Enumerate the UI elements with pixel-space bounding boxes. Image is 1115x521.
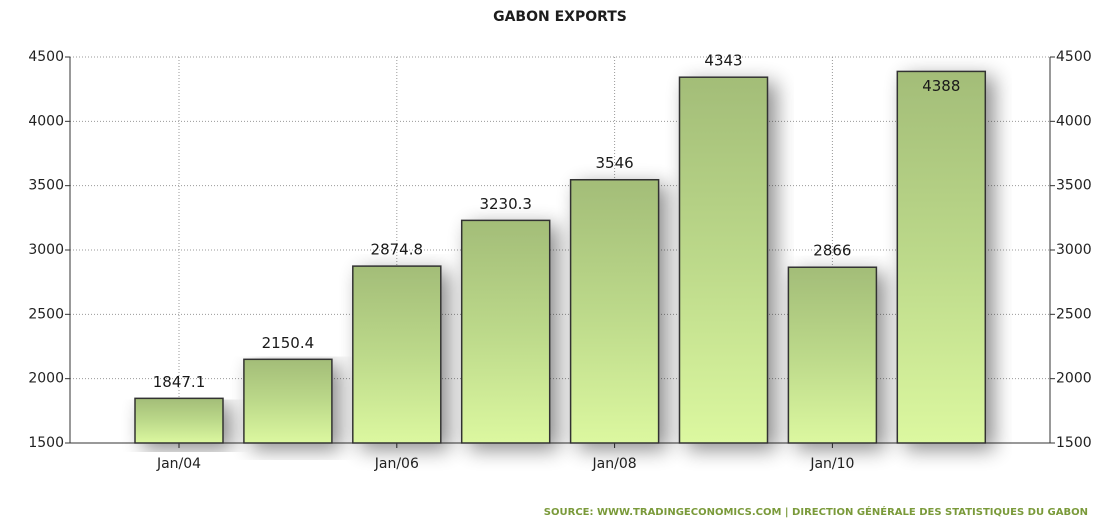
y-tick-label: 3000 (28, 242, 64, 258)
value-label: 4388 (922, 77, 960, 95)
x-tick-label: Jan/06 (374, 456, 419, 472)
y-tick-label: 2500 (28, 306, 64, 322)
value-label: 4343 (704, 52, 742, 70)
bar (134, 397, 224, 444)
x-tick-label: Jan/10 (809, 456, 854, 472)
value-label: 1847.1 (153, 373, 206, 391)
y2-tick-label: 2000 (1056, 371, 1092, 387)
bar (787, 266, 878, 444)
y2-tick-label: 2500 (1056, 306, 1092, 322)
y-tick-label: 2000 (28, 371, 64, 387)
value-label: 3546 (596, 154, 634, 172)
y2-tick-label: 1500 (1056, 435, 1092, 451)
value-label: 2150.4 (262, 334, 315, 352)
y2-tick-label: 3000 (1056, 242, 1092, 258)
x-tick-label: Jan/04 (156, 456, 201, 472)
bar (352, 265, 442, 444)
y2-tick-label: 3500 (1056, 178, 1092, 194)
chart-title: GABON EXPORTS (493, 9, 627, 25)
y-tick-label: 4500 (28, 49, 64, 65)
bar (896, 70, 987, 444)
value-label: 2874.8 (371, 241, 424, 259)
bar (243, 358, 333, 444)
y-tick-label: 3500 (28, 178, 64, 194)
x-tick-label: Jan/08 (592, 456, 637, 472)
y-tick-label: 1500 (28, 435, 64, 451)
bar (460, 219, 551, 444)
bar (569, 178, 660, 444)
value-label: 3230.3 (479, 195, 532, 213)
source-note: SOURCE: WWW.TRADINGECONOMICS.COM | DIREC… (544, 505, 1088, 518)
value-label: 2866 (813, 242, 851, 260)
y-tick-label: 4000 (28, 113, 64, 129)
bar (678, 76, 769, 444)
y2-tick-label: 4000 (1056, 113, 1092, 129)
y2-tick-label: 4500 (1056, 49, 1092, 65)
